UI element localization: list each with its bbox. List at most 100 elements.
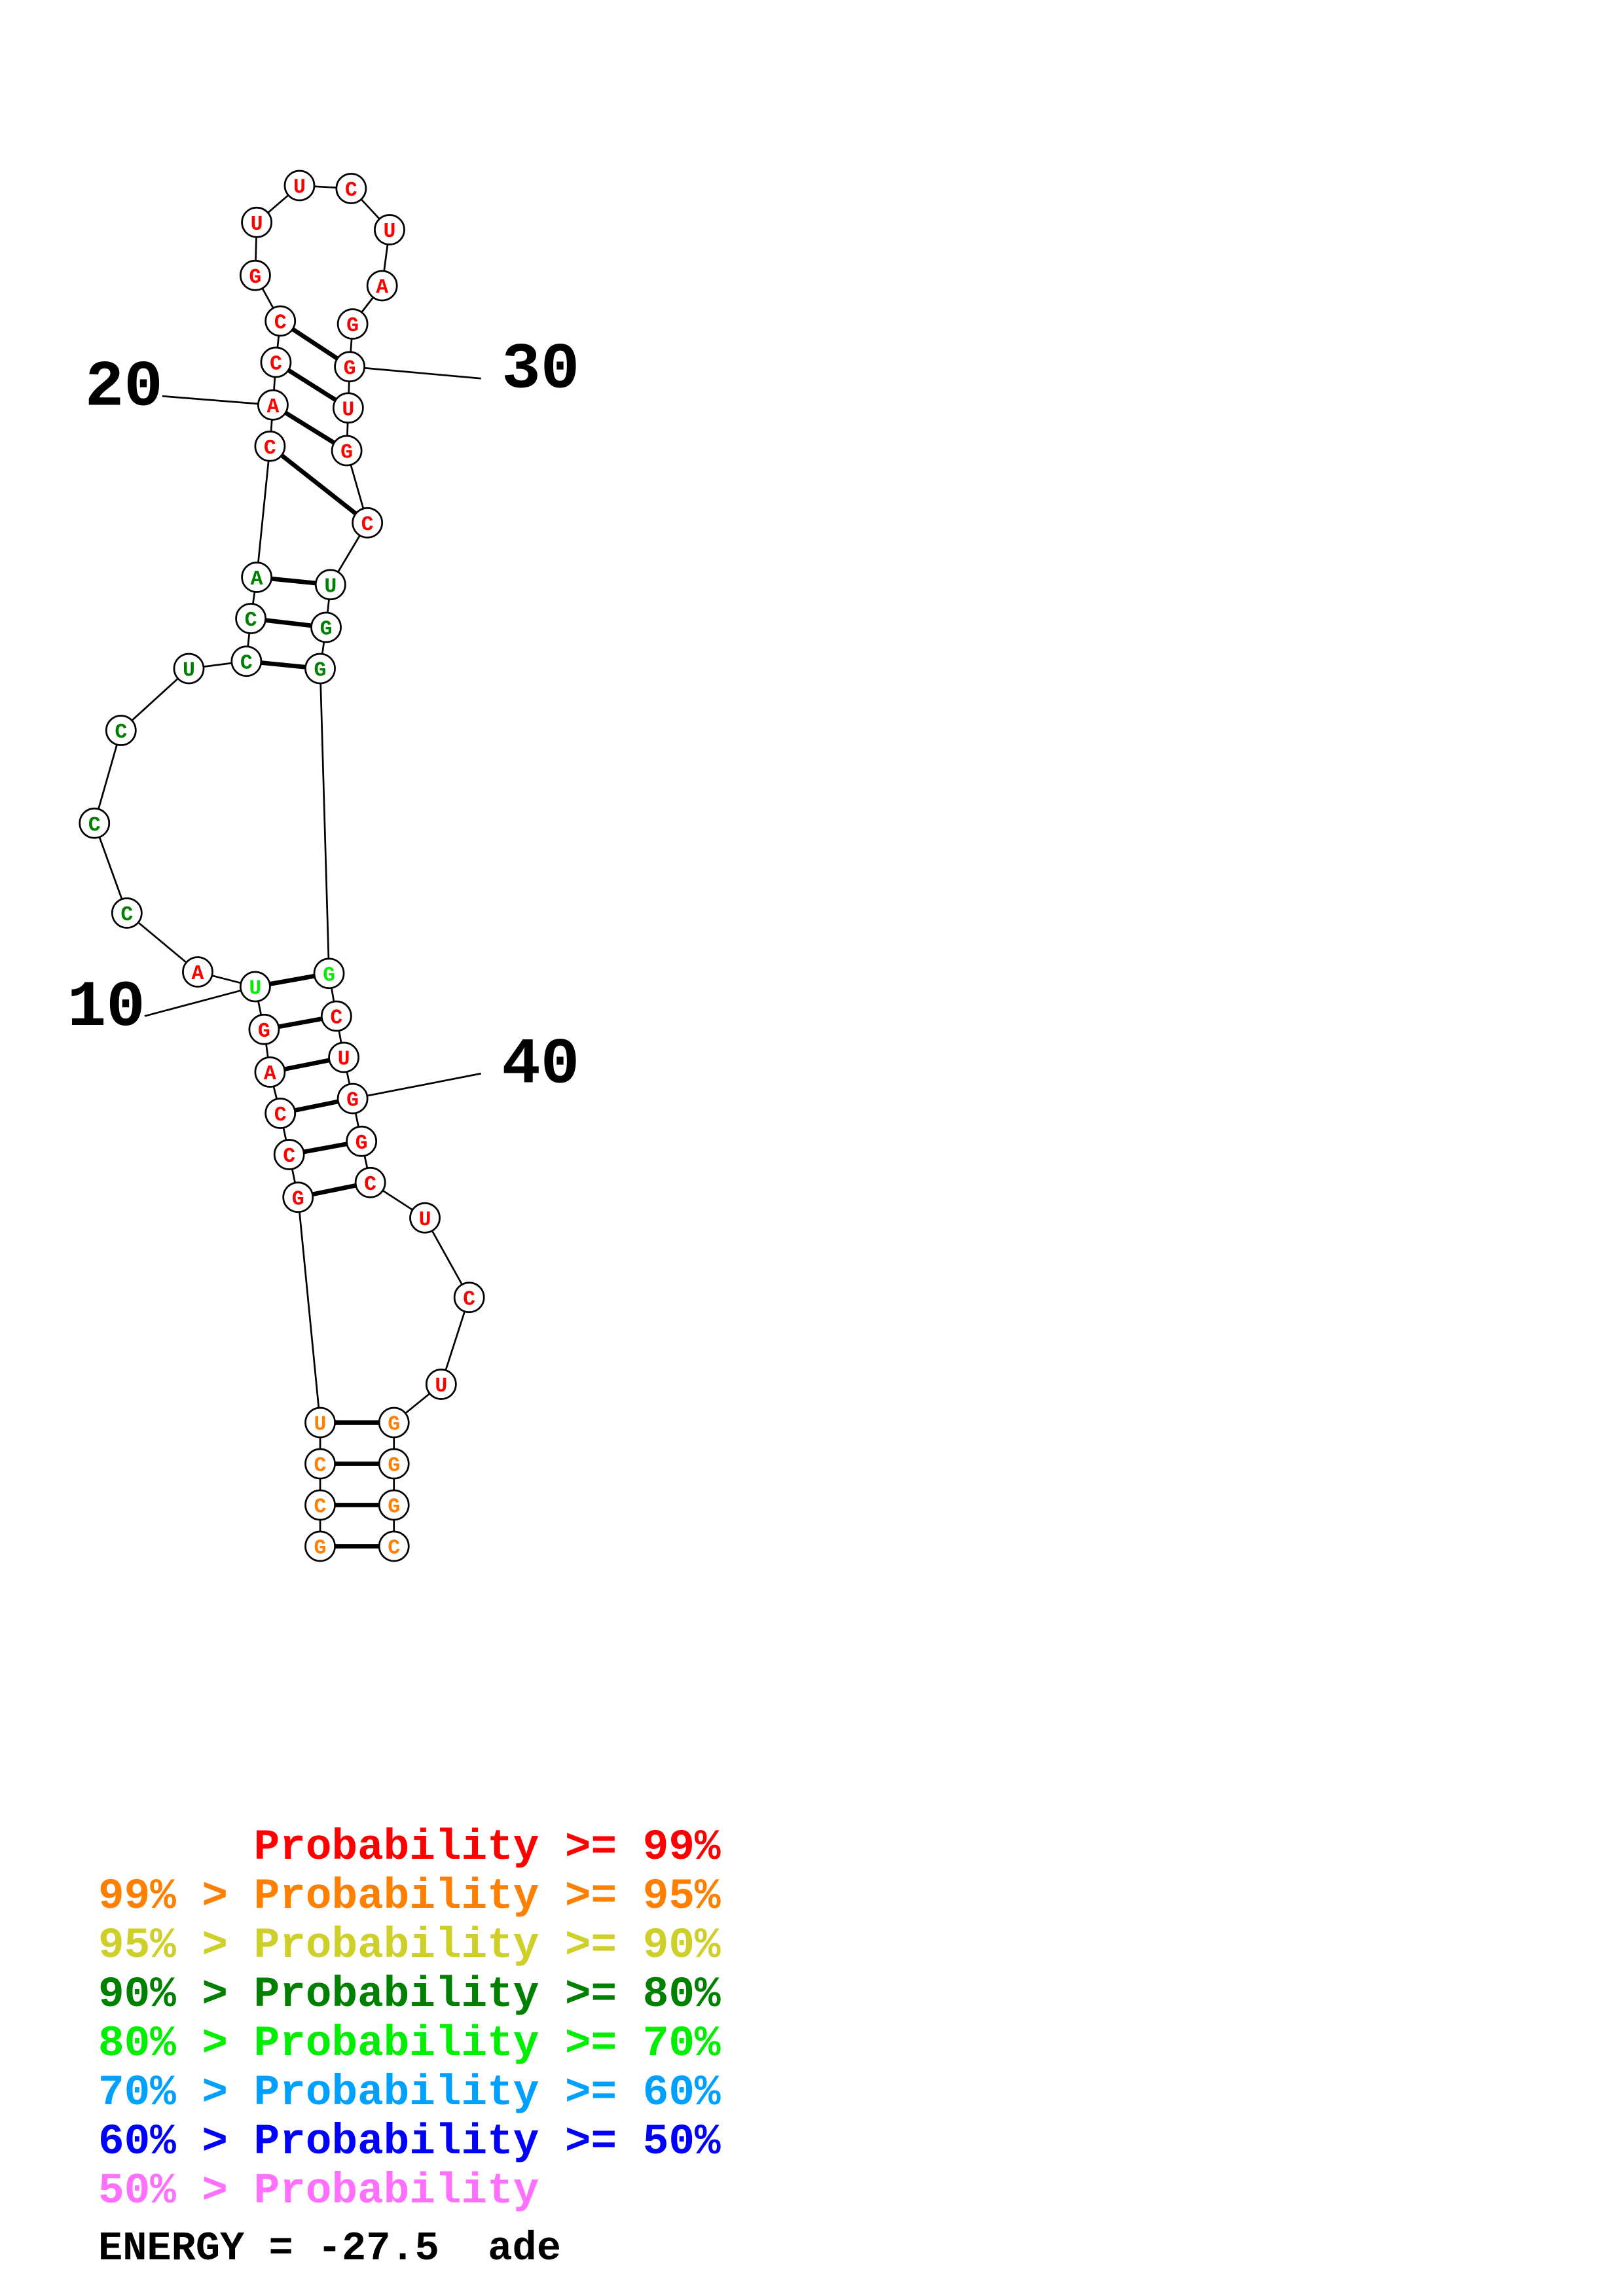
nucleotide: U xyxy=(374,214,405,245)
nucleotide-letter: G xyxy=(340,442,353,465)
nucleotide-circle xyxy=(332,392,364,424)
nucleotide-circle xyxy=(283,170,316,202)
legend-row: 70% > Probability >= 60% xyxy=(98,2068,721,2117)
nucleotide: C xyxy=(320,1000,352,1032)
nucleotide: C xyxy=(260,346,292,378)
legend-row: Probability >= 99% xyxy=(98,1823,721,1872)
nucleotide-circle xyxy=(105,715,137,746)
position-number: 30 xyxy=(501,334,579,407)
nucleotide-letter: C xyxy=(361,514,374,537)
nucleotide-circle xyxy=(409,1202,441,1234)
nucleotide-circle xyxy=(260,346,292,378)
nucleotide-letter: C xyxy=(264,437,276,460)
nucleotide: U xyxy=(332,392,364,424)
nucleotide-circle xyxy=(337,308,369,340)
nucleotide-circle xyxy=(111,897,143,929)
nucleotide-letter: C xyxy=(463,1289,475,1312)
nucleotide-circle xyxy=(304,1489,336,1521)
nucleotide-circle xyxy=(335,173,367,204)
legend-row: 95% > Probability >= 90% xyxy=(98,1921,721,1970)
position-number: 40 xyxy=(501,1029,579,1102)
nucleotide: G xyxy=(331,435,363,467)
nucleotide-circle xyxy=(248,1013,280,1045)
nucleotide: C xyxy=(304,1448,336,1480)
nucleotide-letter: U xyxy=(249,978,261,1001)
nucleotide-letter: A xyxy=(192,963,204,986)
nucleotide: C xyxy=(105,715,137,746)
position-tick xyxy=(349,365,481,380)
nucleotide: C xyxy=(335,173,367,204)
nucleotide: C xyxy=(352,507,384,539)
nucleotide-letter: C xyxy=(314,1496,327,1519)
nucleotide-circle xyxy=(320,1000,352,1032)
nucleotide: C xyxy=(264,305,297,337)
nucleotide-letter: A xyxy=(266,396,279,419)
legend-text: Probability >= 70% xyxy=(253,2019,721,2068)
nucleotide-letter: C xyxy=(88,814,101,837)
nucleotide-letter: C xyxy=(120,904,133,927)
nucleotide-letter: U xyxy=(338,1049,350,1071)
nucleotide: G xyxy=(304,1530,336,1562)
position-tick xyxy=(144,986,256,1017)
position-tick xyxy=(352,1072,481,1100)
nucleotide-circle xyxy=(304,1407,336,1439)
backbone-segment xyxy=(297,1197,321,1423)
legend-prefix xyxy=(98,1823,254,1872)
nucleotide-circle xyxy=(173,653,205,685)
nucleotide-circle xyxy=(334,351,366,383)
nucleotide-letter: G xyxy=(249,266,261,289)
legend-text: Probability >= 95% xyxy=(253,1872,721,1921)
nucleotide-letter: G xyxy=(346,1090,359,1113)
nucleotide-letter: A xyxy=(376,277,388,300)
nucleotide-letter: C xyxy=(314,1455,327,1478)
backbone-segment xyxy=(319,668,330,974)
nucleotide-circle xyxy=(239,971,271,1003)
nucleotide-letter: U xyxy=(293,177,306,200)
nucleotide: U xyxy=(425,1369,457,1400)
nucleotide: G xyxy=(378,1448,410,1480)
nucleotide-circle xyxy=(313,958,345,990)
nucleotide: U xyxy=(409,1202,441,1234)
nucleotide: G xyxy=(334,351,366,383)
position-number: 20 xyxy=(85,351,163,425)
nucleotide-circle xyxy=(254,1056,286,1088)
nucleotide-circle xyxy=(273,1139,305,1170)
nucleotide: C xyxy=(304,1489,336,1521)
nucleotide-circle xyxy=(374,214,405,245)
nucleotide: C xyxy=(79,807,111,839)
nucleotide: G xyxy=(282,1181,314,1213)
nucleotide: C xyxy=(111,897,143,929)
nucleotide-circle xyxy=(264,305,297,337)
nucleotide: G xyxy=(310,611,342,643)
nucleotide-circle xyxy=(239,259,271,291)
nucleotide-letter: G xyxy=(292,1189,304,1211)
nucleotide-letter: C xyxy=(283,1145,295,1168)
nucleotide-letter: G xyxy=(314,1537,327,1560)
legend-text: Probability >= 60% xyxy=(253,2068,721,2117)
nucleotide-letter: G xyxy=(388,1496,400,1519)
nucleotide-circle xyxy=(337,1083,369,1115)
nucleotide-circle xyxy=(378,1407,410,1439)
legend-text: Probability xyxy=(253,2166,539,2215)
nucleotide-letter: G xyxy=(346,315,359,338)
nucleotide-circle xyxy=(378,1530,410,1562)
nucleotide: G xyxy=(304,653,336,685)
nucleotide: U xyxy=(241,206,273,238)
backbone-segment xyxy=(93,823,128,914)
legend-row: 90% > Probability >= 80% xyxy=(98,1970,721,2019)
nucleotide-letter: C xyxy=(364,1174,376,1196)
nucleotide: A xyxy=(366,270,398,302)
legend-row: 99% > Probability >= 95% xyxy=(98,1872,721,1921)
nucleotide-circle xyxy=(354,1166,386,1198)
legend-text: Probability >= 90% xyxy=(253,1921,721,1970)
legend-prefix: 90% > xyxy=(98,1970,254,2019)
nucleotide-letter: A xyxy=(264,1063,276,1086)
nucleotide-letter: U xyxy=(324,576,337,599)
nucleotide: G xyxy=(337,308,369,340)
legend-row: 50% > Probability xyxy=(98,2166,721,2215)
nucleotide-circle xyxy=(254,430,286,462)
nucleotide-circle xyxy=(257,389,289,421)
backbone-segment xyxy=(93,730,122,824)
nucleotide-circle xyxy=(425,1369,457,1400)
